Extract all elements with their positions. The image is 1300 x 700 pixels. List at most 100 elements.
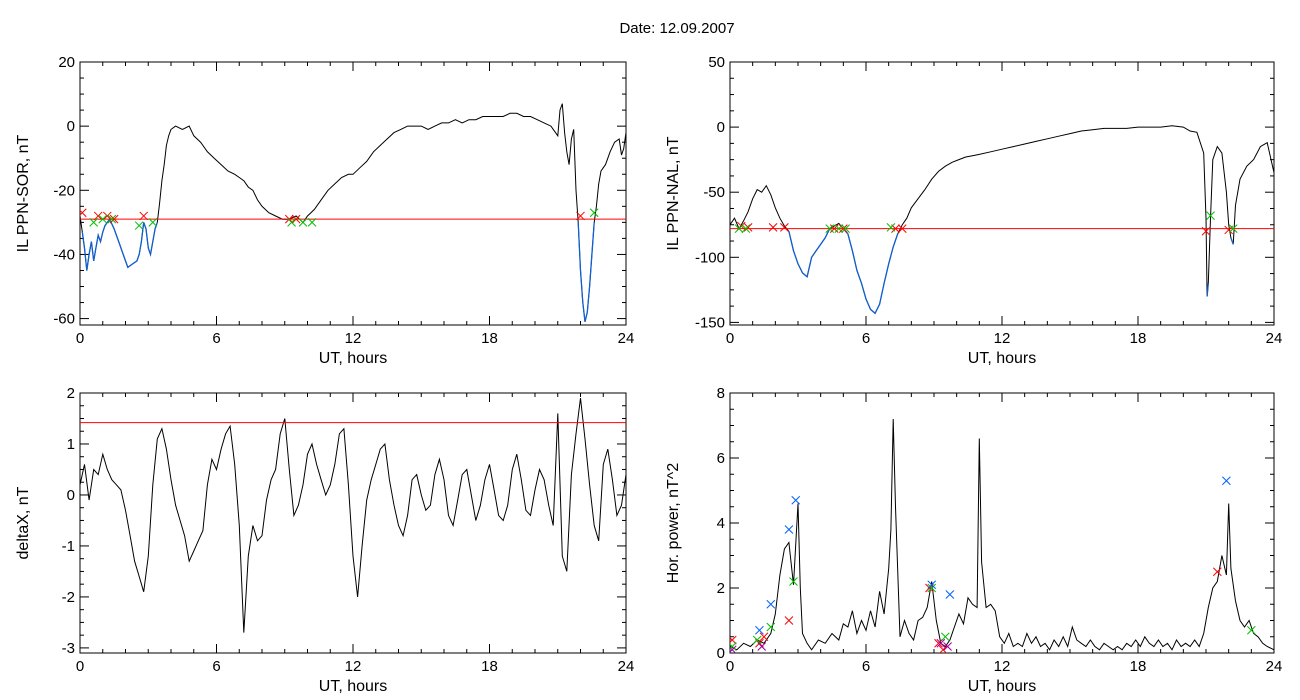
x-tick-label: 24 <box>618 330 635 347</box>
y-tick-label: -150 <box>695 314 725 331</box>
marker-green <box>1228 224 1238 234</box>
marker-green <box>741 224 751 234</box>
y-tick-label: 0 <box>717 119 725 136</box>
marker-red <box>291 214 301 224</box>
marker-green <box>766 622 776 632</box>
series-line <box>80 398 626 633</box>
marker-red <box>780 222 789 232</box>
x-tick-label: 24 <box>1266 330 1283 347</box>
marker-red <box>93 211 103 221</box>
plot-area <box>80 103 626 322</box>
marker-red <box>759 632 769 642</box>
x-tick-label: 18 <box>481 330 498 347</box>
marker-purple <box>943 642 952 651</box>
y-axis-label: IL PPN-SOR, nT <box>15 134 32 252</box>
below-threshold-segment <box>1230 237 1234 245</box>
y-tick-label: -100 <box>695 249 725 266</box>
panel-sor: 0 6 12 18 24 -60 -40 -20 0 20 UT, hours IL PPN-SOR,… <box>15 54 634 367</box>
x-axis-label: UT, hours <box>968 350 1036 367</box>
marker-green <box>834 224 844 234</box>
marker-red <box>829 224 839 234</box>
y-tick-label: -20 <box>53 182 75 199</box>
marker-red <box>897 224 907 234</box>
marker-green <box>89 218 99 227</box>
marker-green <box>1206 211 1215 220</box>
marker-blue <box>766 599 776 609</box>
marker-blue <box>784 525 794 534</box>
x-tick-label: 0 <box>76 658 84 675</box>
x-tick-label: 24 <box>1266 658 1283 675</box>
marker-green <box>841 224 850 234</box>
plot-area <box>730 125 1274 315</box>
y-tick-label: -2 <box>62 589 75 606</box>
plot-area <box>80 398 626 633</box>
y-tick-label: 2 <box>717 580 725 597</box>
y-tick-label: 0 <box>717 645 725 662</box>
y-axis-label: deltaX, nT <box>15 486 32 559</box>
x-tick-label: 6 <box>862 658 870 675</box>
marker-green <box>307 218 317 227</box>
below-threshold-segment <box>842 228 899 315</box>
y-tick-label: 2 <box>67 385 75 402</box>
marker-red <box>838 224 848 234</box>
marker-green <box>730 642 737 651</box>
marker-green <box>1246 625 1256 635</box>
marker-green <box>825 224 835 234</box>
below-threshold-segment <box>577 222 595 322</box>
y-tick-label: 0 <box>67 487 75 504</box>
x-tick-label: 6 <box>862 330 870 347</box>
y-tick-label: -50 <box>703 184 725 201</box>
y-tick-label: -3 <box>62 640 75 657</box>
series-line <box>730 418 1274 651</box>
plot-area <box>730 418 1274 653</box>
panel-nal: 0 6 12 18 24 -150 -100 -50 0 50 UT, hours IL PPN-NA… <box>665 54 1282 367</box>
figure-title: Date: 12.09.2007 <box>619 20 734 37</box>
y-tick-label: -1 <box>62 538 75 555</box>
marker-red <box>1212 567 1222 577</box>
marker-green <box>927 583 937 593</box>
marker-green <box>734 224 744 234</box>
marker-red <box>109 214 119 224</box>
marker-red <box>1201 226 1211 236</box>
below-threshold-segment <box>1206 283 1209 297</box>
marker-green <box>298 218 308 227</box>
x-tick-label: 0 <box>76 330 84 347</box>
marker-red <box>80 208 87 218</box>
marker-red <box>768 222 778 232</box>
y-tick-label: 8 <box>717 385 725 402</box>
x-tick-label: 6 <box>212 658 220 675</box>
x-tick-label: 6 <box>212 330 220 347</box>
y-axis-label: Hor. power, nT^2 <box>665 463 682 584</box>
marker-green <box>148 218 158 227</box>
x-tick-label: 12 <box>345 330 362 347</box>
x-axis-label: UT, hours <box>968 678 1036 695</box>
x-tick-label: 18 <box>481 658 498 675</box>
y-tick-label: 20 <box>58 54 75 71</box>
marker-green <box>98 214 108 224</box>
below-threshold-segment <box>788 228 831 278</box>
marker-green <box>107 214 117 224</box>
marker-green <box>940 632 950 642</box>
marker-blue <box>755 625 764 635</box>
marker-purple <box>757 642 767 651</box>
y-tick-label: 4 <box>717 515 725 532</box>
x-tick-label: 12 <box>994 658 1011 675</box>
marker-red <box>784 616 794 625</box>
y-tick-label: 0 <box>67 118 75 135</box>
marker-purple <box>730 645 737 653</box>
y-tick-label: -40 <box>53 246 75 263</box>
x-tick-label: 12 <box>994 330 1011 347</box>
marker-green <box>789 577 798 586</box>
marker-red <box>102 211 112 221</box>
x-axis-label: UT, hours <box>319 678 387 695</box>
marker-green <box>752 635 762 645</box>
marker-blue <box>927 580 937 590</box>
x-tick-label: 18 <box>1130 330 1147 347</box>
y-tick-label: -60 <box>53 311 75 328</box>
marker-green <box>287 218 296 227</box>
marker-green <box>134 221 144 230</box>
marker-blue <box>791 495 801 505</box>
marker-red <box>743 222 753 232</box>
marker-blue <box>945 590 955 599</box>
